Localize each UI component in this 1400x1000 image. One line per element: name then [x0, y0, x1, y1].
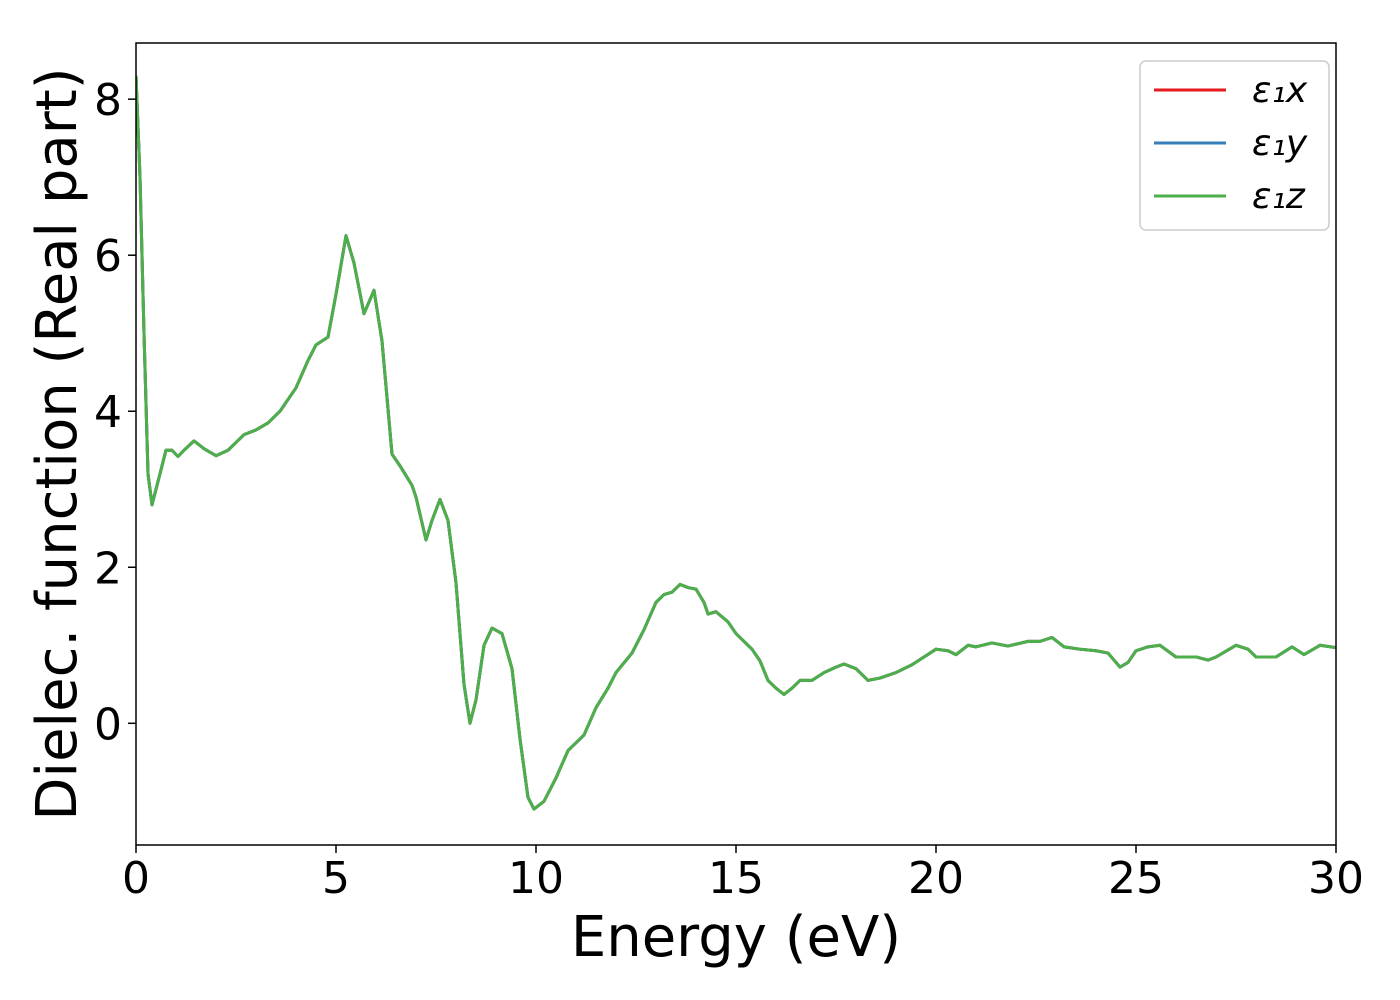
x-tick-label: 5 [322, 853, 350, 904]
y-tick-label: 6 [94, 231, 122, 282]
y-tick-label: 0 [94, 699, 122, 750]
y-axis-label: Dielec. function (Real part) [25, 67, 90, 820]
x-tick-label: 0 [122, 853, 150, 904]
plot-frame [135, 42, 1337, 846]
x-tick-label: 20 [908, 853, 964, 904]
y-tick-label: 2 [94, 543, 122, 594]
x-tick-label: 25 [1108, 853, 1164, 904]
x-tick-label: 15 [708, 853, 764, 904]
y-tick-label: 4 [94, 387, 122, 438]
x-axis-label: Energy (eV) [571, 905, 901, 970]
data-line [136, 75, 1336, 811]
y-tick-label: 8 [94, 75, 122, 126]
legend-label: ε₁y [1252, 123, 1308, 164]
legend-label: ε₁x [1252, 70, 1308, 111]
legend-box [1139, 60, 1330, 231]
x-tick-label: 30 [1308, 853, 1364, 904]
x-tick-label: 10 [508, 853, 564, 904]
legend-label: ε₁z [1252, 176, 1306, 217]
